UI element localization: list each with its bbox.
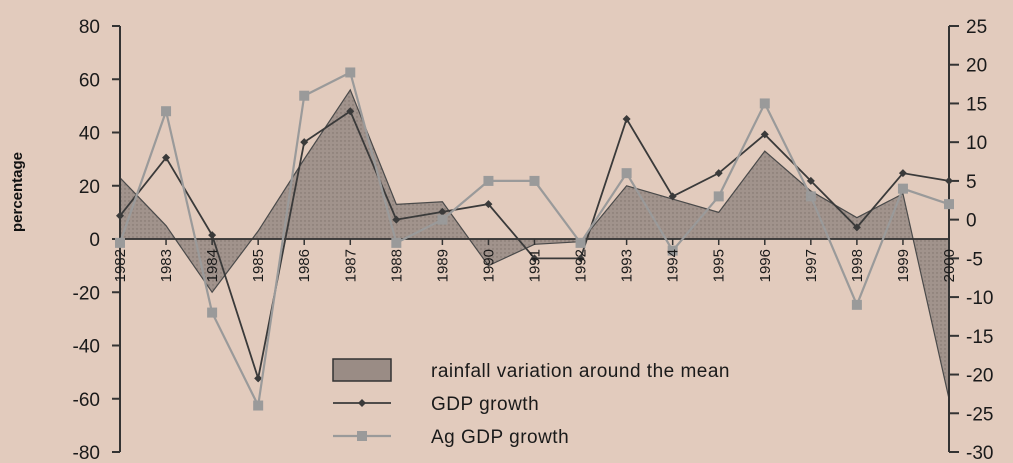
left-tick-label: -60 (73, 390, 100, 411)
ag-gdp-growth-point (253, 400, 264, 411)
category-label: 1982 (112, 249, 129, 282)
ag-gdp-growth-point (529, 175, 540, 186)
ag-gdp-growth-point (391, 237, 402, 248)
left-tick-label: -20 (73, 283, 100, 304)
gdp-growth-point (945, 176, 953, 185)
category-label: 2000 (941, 249, 958, 282)
ag-gdp-growth-point (115, 237, 125, 248)
gdp-growth-point (116, 211, 124, 220)
gdp-growth-point (346, 107, 355, 116)
gdp-growth-point (898, 169, 907, 178)
left-tick-label: -80 (73, 443, 100, 463)
y-axis-label: percentage (9, 152, 26, 232)
ag-gdp-growth-point (759, 98, 770, 109)
right-tick-label: -10 (966, 288, 993, 309)
category-label: 1997 (803, 249, 820, 282)
ag-gdp-growth-point (897, 183, 908, 194)
category-label: 1998 (849, 249, 866, 282)
right-tick-label: 0 (966, 211, 977, 232)
legend-swatch-area (332, 358, 392, 382)
category-label: 1995 (711, 249, 728, 282)
category-label: 1993 (619, 249, 636, 282)
gdp-growth-point (438, 207, 447, 216)
category-label: 1990 (480, 249, 497, 282)
category-label: 1992 (573, 249, 590, 282)
right-tick-label: -5 (966, 249, 983, 270)
category-label: 1985 (250, 249, 267, 282)
category-label: 1989 (434, 249, 451, 282)
category-label: 1999 (895, 249, 912, 282)
ag-gdp-growth-point (713, 191, 724, 202)
gdp-growth-point (208, 231, 217, 240)
axes-layer: 80 60 40 20 0 -20 -40 -60 -80 25 20 15 10 5 0 -5 -10 -15 -… (73, 17, 994, 463)
legend-label: GDP growth (431, 394, 539, 415)
left-tick-label: 20 (79, 177, 100, 198)
gdp-growth-point (392, 215, 401, 224)
left-tick-label: 0 (89, 230, 100, 251)
left-tick-label: 80 (79, 17, 100, 38)
right-tick-label: 15 (966, 94, 987, 115)
gdp-growth-point (530, 254, 539, 263)
category-label: 1983 (158, 249, 175, 282)
gdp-growth-point (714, 169, 723, 178)
right-tick-label: 10 (966, 133, 987, 154)
legend-label: Ag GDP growth (431, 427, 569, 448)
left-tick-label: -40 (73, 337, 100, 358)
gdp-growth-point (806, 176, 815, 185)
gdp-growth-point (484, 200, 493, 209)
legend-item: Ag GDP growth (333, 427, 569, 448)
category-label: 1988 (388, 249, 405, 282)
right-tick-label: -25 (966, 404, 993, 425)
legend-item: GDP growth (333, 394, 539, 415)
ag-gdp-growth-point (575, 237, 586, 248)
category-label: 1994 (665, 249, 682, 282)
right-tick-label: -20 (966, 366, 993, 387)
ag-gdp-growth-point (345, 67, 356, 78)
ag-gdp-growth-point (944, 199, 954, 210)
ag-gdp-growth-point (437, 214, 448, 225)
ag-gdp-growth-point (851, 299, 862, 310)
right-tick-label: -15 (966, 327, 993, 348)
legend: rainfall variation around the mean GDP gr… (332, 358, 730, 448)
right-tick-label: 20 (966, 56, 987, 77)
left-tick-label: 60 (79, 70, 100, 91)
ag-gdp-growth-point (667, 245, 678, 256)
gdp-growth-point (162, 153, 171, 162)
category-label: 1986 (296, 249, 313, 282)
left-tick-label: 40 (79, 124, 100, 145)
legend-swatch-marker (358, 399, 366, 407)
gdp-growth-point (300, 138, 309, 147)
ag-gdp-growth-point (161, 106, 172, 117)
category-label: 1987 (342, 249, 359, 282)
ag-gdp-growth-point (621, 168, 632, 179)
gdp-growth-point (622, 114, 631, 123)
legend-label: rainfall variation around the mean (431, 361, 730, 382)
gdp-growth-point (760, 130, 769, 139)
right-tick-label: 25 (966, 17, 987, 38)
legend-swatch-marker (357, 431, 367, 441)
gdp-growth-point (668, 192, 677, 201)
category-label: 1984 (204, 249, 221, 282)
category-label: 1991 (527, 249, 544, 282)
gdp-growth-point (852, 223, 861, 232)
category-labels: 1982 1983 1984 1985 1986 1987 1988 1989 1990 1991… (112, 249, 958, 282)
ag-gdp-growth-point (483, 175, 494, 186)
ag-gdp-growth-point (805, 191, 816, 202)
legend-item: rainfall variation around the mean (332, 358, 730, 382)
gdp-growth-point (576, 254, 585, 263)
ag-gdp-growth-point (299, 90, 310, 101)
right-tick-label: -30 (966, 443, 993, 463)
ag-gdp-growth-point (207, 307, 218, 318)
lines-layer (115, 67, 954, 411)
gdp-growth-point (254, 374, 263, 383)
category-label: 1996 (757, 249, 774, 282)
right-tick-label: 5 (966, 172, 977, 193)
